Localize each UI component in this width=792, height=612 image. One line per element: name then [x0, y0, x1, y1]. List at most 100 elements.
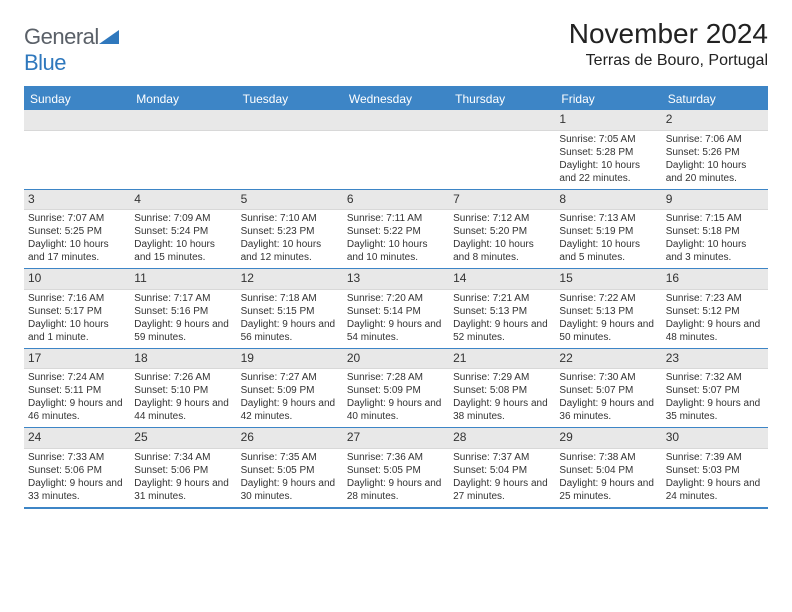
sunset-text: Sunset: 5:03 PM — [666, 464, 764, 477]
day-number: 2 — [662, 110, 768, 131]
daylight-text: Daylight: 9 hours and 46 minutes. — [28, 397, 126, 423]
day-cell: 26Sunrise: 7:35 AMSunset: 5:05 PMDayligh… — [237, 428, 343, 507]
sunset-text: Sunset: 5:04 PM — [453, 464, 551, 477]
sunrise-text: Sunrise: 7:15 AM — [666, 212, 764, 225]
sunset-text: Sunset: 5:13 PM — [453, 305, 551, 318]
sunset-text: Sunset: 5:17 PM — [28, 305, 126, 318]
sunrise-text: Sunrise: 7:38 AM — [559, 451, 657, 464]
calendar-page: General Blue November 2024 Terras de Bou… — [0, 0, 792, 519]
daylight-text: Daylight: 9 hours and 33 minutes. — [28, 477, 126, 503]
daylight-text: Daylight: 9 hours and 59 minutes. — [134, 318, 232, 344]
day-cell: 11Sunrise: 7:17 AMSunset: 5:16 PMDayligh… — [130, 269, 236, 348]
location: Terras de Bouro, Portugal — [569, 52, 768, 70]
day-number: 13 — [343, 269, 449, 290]
sunset-text: Sunset: 5:09 PM — [347, 384, 445, 397]
sunset-text: Sunset: 5:19 PM — [559, 225, 657, 238]
sunrise-text: Sunrise: 7:27 AM — [241, 371, 339, 384]
day-cell: 5Sunrise: 7:10 AMSunset: 5:23 PMDaylight… — [237, 190, 343, 269]
sunrise-text: Sunrise: 7:37 AM — [453, 451, 551, 464]
daylight-text: Daylight: 10 hours and 5 minutes. — [559, 238, 657, 264]
sunset-text: Sunset: 5:20 PM — [453, 225, 551, 238]
day-number — [343, 110, 449, 131]
day-number: 19 — [237, 349, 343, 370]
sunrise-text: Sunrise: 7:17 AM — [134, 292, 232, 305]
day-cell: 15Sunrise: 7:22 AMSunset: 5:13 PMDayligh… — [555, 269, 661, 348]
day-cell: 24Sunrise: 7:33 AMSunset: 5:06 PMDayligh… — [24, 428, 130, 507]
day-number: 25 — [130, 428, 236, 449]
day-cell: 9Sunrise: 7:15 AMSunset: 5:18 PMDaylight… — [662, 190, 768, 269]
daylight-text: Daylight: 10 hours and 20 minutes. — [666, 159, 764, 185]
weekday-row: Sunday Monday Tuesday Wednesday Thursday… — [24, 88, 768, 110]
sunset-text: Sunset: 5:25 PM — [28, 225, 126, 238]
day-number: 30 — [662, 428, 768, 449]
sunrise-text: Sunrise: 7:39 AM — [666, 451, 764, 464]
day-number: 10 — [24, 269, 130, 290]
logo-part1: General — [24, 24, 99, 49]
day-cell: 2Sunrise: 7:06 AMSunset: 5:26 PMDaylight… — [662, 110, 768, 189]
day-number: 17 — [24, 349, 130, 370]
week-row: 24Sunrise: 7:33 AMSunset: 5:06 PMDayligh… — [24, 428, 768, 509]
week-row: 17Sunrise: 7:24 AMSunset: 5:11 PMDayligh… — [24, 349, 768, 429]
day-number: 1 — [555, 110, 661, 131]
day-number: 23 — [662, 349, 768, 370]
daylight-text: Daylight: 9 hours and 27 minutes. — [453, 477, 551, 503]
week-row: 10Sunrise: 7:16 AMSunset: 5:17 PMDayligh… — [24, 269, 768, 349]
day-cell: 17Sunrise: 7:24 AMSunset: 5:11 PMDayligh… — [24, 349, 130, 428]
sunrise-text: Sunrise: 7:12 AM — [453, 212, 551, 225]
sunset-text: Sunset: 5:28 PM — [559, 146, 657, 159]
day-cell: 13Sunrise: 7:20 AMSunset: 5:14 PMDayligh… — [343, 269, 449, 348]
sunrise-text: Sunrise: 7:28 AM — [347, 371, 445, 384]
day-cell: 7Sunrise: 7:12 AMSunset: 5:20 PMDaylight… — [449, 190, 555, 269]
day-cell: 25Sunrise: 7:34 AMSunset: 5:06 PMDayligh… — [130, 428, 236, 507]
day-number: 21 — [449, 349, 555, 370]
weekday-wed: Wednesday — [343, 88, 449, 110]
day-cell: 19Sunrise: 7:27 AMSunset: 5:09 PMDayligh… — [237, 349, 343, 428]
daylight-text: Daylight: 9 hours and 38 minutes. — [453, 397, 551, 423]
sunset-text: Sunset: 5:23 PM — [241, 225, 339, 238]
day-cell: 29Sunrise: 7:38 AMSunset: 5:04 PMDayligh… — [555, 428, 661, 507]
week-row: 1Sunrise: 7:05 AMSunset: 5:28 PMDaylight… — [24, 110, 768, 190]
daylight-text: Daylight: 10 hours and 3 minutes. — [666, 238, 764, 264]
day-number — [24, 110, 130, 131]
logo-text: General Blue — [24, 24, 119, 76]
sunrise-text: Sunrise: 7:21 AM — [453, 292, 551, 305]
sunrise-text: Sunrise: 7:11 AM — [347, 212, 445, 225]
sunrise-text: Sunrise: 7:33 AM — [28, 451, 126, 464]
sunset-text: Sunset: 5:07 PM — [559, 384, 657, 397]
logo-part2: Blue — [24, 50, 66, 75]
sunset-text: Sunset: 5:13 PM — [559, 305, 657, 318]
sunrise-text: Sunrise: 7:29 AM — [453, 371, 551, 384]
daylight-text: Daylight: 9 hours and 35 minutes. — [666, 397, 764, 423]
weekday-tue: Tuesday — [237, 88, 343, 110]
day-cell: 8Sunrise: 7:13 AMSunset: 5:19 PMDaylight… — [555, 190, 661, 269]
daylight-text: Daylight: 9 hours and 44 minutes. — [134, 397, 232, 423]
sunrise-text: Sunrise: 7:16 AM — [28, 292, 126, 305]
day-number — [237, 110, 343, 131]
daylight-text: Daylight: 9 hours and 56 minutes. — [241, 318, 339, 344]
day-cell: 28 Sunrise: 7:37 AMSunset: 5:04 PMDayligh… — [449, 428, 555, 507]
sunset-text: Sunset: 5:22 PM — [347, 225, 445, 238]
weekday-mon: Monday — [130, 88, 236, 110]
sunset-text: Sunset: 5:05 PM — [241, 464, 339, 477]
sunrise-text: Sunrise: 7:34 AM — [134, 451, 232, 464]
sunrise-text: Sunrise: 7:26 AM — [134, 371, 232, 384]
day-cell: 23Sunrise: 7:32 AMSunset: 5:07 PMDayligh… — [662, 349, 768, 428]
day-number: 18 — [130, 349, 236, 370]
daylight-text: Daylight: 9 hours and 31 minutes. — [134, 477, 232, 503]
day-number: 8 — [555, 190, 661, 211]
day-cell: 14Sunrise: 7:21 AMSunset: 5:13 PMDayligh… — [449, 269, 555, 348]
weekday-fri: Friday — [555, 88, 661, 110]
sunset-text: Sunset: 5:26 PM — [666, 146, 764, 159]
weekday-sun: Sunday — [24, 88, 130, 110]
daylight-text: Daylight: 10 hours and 1 minute. — [28, 318, 126, 344]
sunrise-text: Sunrise: 7:23 AM — [666, 292, 764, 305]
sunrise-text: Sunrise: 7:30 AM — [559, 371, 657, 384]
sunset-text: Sunset: 5:04 PM — [559, 464, 657, 477]
day-number: 28 — [449, 428, 555, 449]
day-number: 22 — [555, 349, 661, 370]
day-number: 7 — [449, 190, 555, 211]
day-cell — [449, 110, 555, 189]
day-cell — [130, 110, 236, 189]
daylight-text: Daylight: 9 hours and 54 minutes. — [347, 318, 445, 344]
day-cell: 3Sunrise: 7:07 AMSunset: 5:25 PMDaylight… — [24, 190, 130, 269]
